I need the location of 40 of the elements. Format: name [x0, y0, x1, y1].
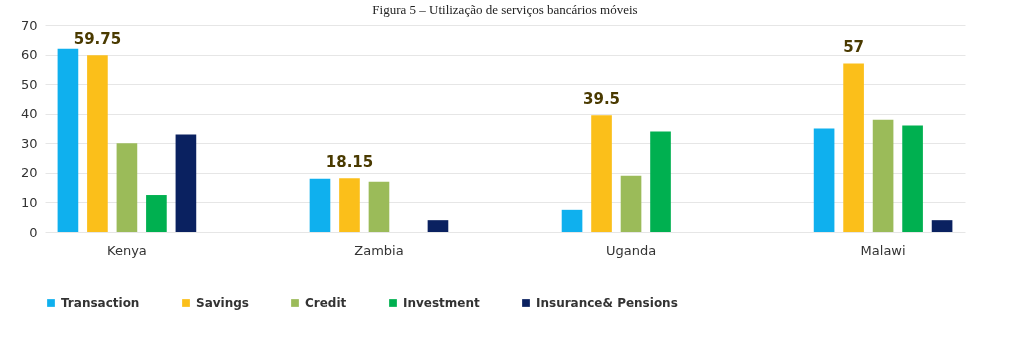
bar: [843, 63, 864, 232]
bar: [561, 209, 583, 232]
data-label: 18.15: [325, 153, 374, 172]
bar: [146, 195, 167, 232]
bar: [872, 119, 894, 232]
x-tick-label: Kenya: [107, 242, 147, 258]
data-label: 39.5: [583, 90, 621, 109]
legend-label: Savings: [196, 296, 249, 310]
bar: [427, 220, 449, 232]
bar: [931, 220, 953, 232]
y-tick-label: 30: [20, 135, 38, 151]
y-tick-label: 20: [20, 165, 38, 181]
y-tick-label: 60: [20, 47, 38, 63]
bar: [650, 131, 671, 232]
bar: [813, 128, 835, 232]
x-tick-label: Zambia: [354, 242, 404, 258]
bar: [309, 178, 331, 232]
bar: [591, 115, 612, 232]
y-tick-label: 10: [20, 194, 38, 210]
legend-label: Credit: [305, 296, 347, 310]
y-tick-label: 0: [29, 224, 38, 240]
legend-label: Transaction: [61, 296, 140, 310]
bar: [175, 134, 197, 232]
legend-label: Insurance& Pensions: [536, 296, 678, 310]
bar: [57, 48, 79, 232]
chart-title: Figura 5 – Utilização de serviços bancários móveis: [372, 2, 638, 17]
legend-label: Investment: [403, 296, 481, 310]
x-tick-label: Malawi: [860, 242, 906, 258]
bar: [339, 178, 360, 232]
bar: [87, 55, 108, 232]
bar: [368, 181, 390, 232]
x-tick-label: Uganda: [605, 242, 657, 258]
y-tick-label: 70: [20, 17, 38, 33]
y-tick-label: 50: [20, 76, 38, 92]
bar: [902, 125, 923, 232]
data-label: 59.75: [73, 30, 122, 49]
y-tick-label: 40: [20, 106, 38, 122]
bar: [116, 143, 138, 232]
data-label: 57: [843, 38, 865, 57]
bar: [620, 175, 642, 232]
